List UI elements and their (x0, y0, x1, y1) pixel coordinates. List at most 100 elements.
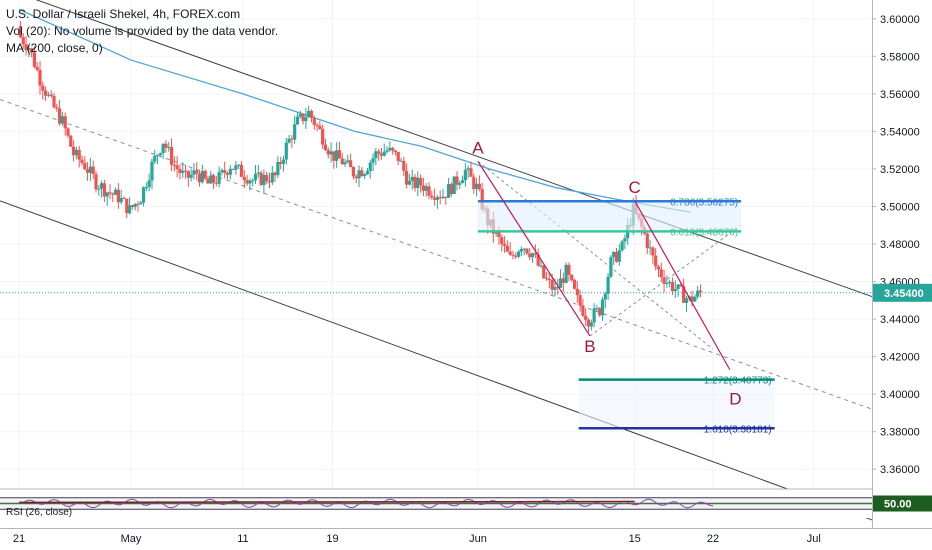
candle-body (612, 251, 616, 258)
candle-body (670, 282, 675, 292)
candle-body (519, 248, 523, 252)
candle-body (164, 143, 168, 148)
candle-body (421, 185, 426, 191)
candle-body (354, 176, 358, 179)
candle-body (102, 183, 106, 197)
candle-body (620, 241, 624, 251)
candle-body (589, 322, 593, 327)
candle-body (281, 159, 286, 164)
candle-body (407, 180, 412, 185)
candle-body (158, 153, 162, 156)
time-tick-label: 21 (13, 533, 25, 545)
wave-label-c: C (629, 178, 641, 197)
candle-body (351, 167, 356, 177)
candle-body (228, 168, 232, 175)
candle-body (682, 286, 686, 303)
candle-body (41, 85, 45, 91)
wave-label-b: B (584, 337, 595, 356)
candle-body (444, 196, 448, 198)
candle-body (220, 170, 224, 173)
fib-label: 1.272(3.40773) (704, 376, 772, 387)
price-tick-label: 3.36000 (880, 464, 920, 476)
candle-body (211, 175, 216, 183)
legend-symbol[interactable]: U.S. Dollar / Israeli Shekel, 4h, FOREX.… (6, 7, 241, 21)
price-tick-label: 3.38000 (880, 427, 920, 439)
candle-body (388, 147, 392, 151)
candle-body (83, 163, 87, 170)
candle-body (329, 151, 333, 155)
candle-body (525, 248, 529, 254)
price-tick-label: 3.54000 (880, 126, 920, 138)
candle-body (654, 255, 658, 267)
candle-body (676, 284, 680, 290)
candle-body (477, 183, 481, 190)
wave-guide-line (589, 224, 742, 337)
candle-body (326, 150, 330, 155)
candle-body (698, 290, 703, 293)
candle-body (665, 282, 669, 284)
candle-body (127, 205, 132, 214)
candle-body (558, 278, 563, 288)
candle-body (539, 265, 543, 267)
candle-body (301, 113, 305, 122)
candle-body (273, 172, 277, 176)
legend-volume[interactable]: Vol (20): No volume is provided by the d… (6, 24, 279, 38)
candle-body (153, 155, 157, 162)
candle-body (455, 176, 459, 185)
candle-body (276, 161, 280, 176)
candle-body (111, 193, 115, 195)
candle-body (662, 277, 666, 284)
candle-body (304, 117, 308, 122)
candle-body (449, 184, 453, 194)
candle-body (424, 186, 428, 191)
candle-body (312, 117, 316, 125)
candle-body (141, 187, 146, 203)
candle-body (256, 172, 260, 174)
candle-body (77, 149, 81, 160)
candle-body (337, 150, 342, 159)
candle-body (500, 237, 504, 245)
rsi-label: RSI (26, close) (6, 507, 72, 518)
candle-body (516, 251, 521, 257)
candle-body (74, 149, 78, 156)
rsi-trendline (19, 501, 478, 504)
candle-body (460, 180, 465, 184)
candle-body (21, 37, 25, 45)
price-axis: 3.60000 3.58000 3.56000 3.54000 3.52000 3.500… (872, 14, 920, 476)
candle-body (427, 186, 431, 196)
candle-body (49, 94, 53, 96)
legend-ma[interactable]: MA (200, close, 0) (6, 41, 103, 55)
candle-body (533, 253, 537, 255)
candle-body (502, 244, 507, 246)
candle-body (578, 295, 582, 306)
candle-body (575, 288, 579, 296)
candle-body (200, 170, 204, 183)
wave-line (634, 200, 731, 371)
candle-body (189, 174, 193, 178)
last-price-label: 3.45400 (884, 288, 924, 300)
candle-body (284, 142, 288, 160)
candle-body (522, 248, 526, 250)
candle-body (530, 253, 535, 258)
candle-body (192, 170, 196, 175)
candle-body (556, 287, 560, 289)
candle-body (133, 203, 137, 208)
time-tick-label: 11 (237, 533, 248, 545)
candle-body (97, 188, 101, 190)
candle-body (27, 48, 31, 50)
candle-body (668, 282, 672, 284)
candle-body (581, 305, 585, 316)
candle-body (360, 170, 364, 177)
candle-body (203, 170, 207, 179)
candle-body (161, 143, 165, 154)
candle-body (94, 174, 98, 190)
candle-body (452, 176, 456, 194)
candle-body (673, 289, 677, 292)
price-tick-label: 3.56000 (880, 89, 920, 101)
price-tick-label: 3.52000 (880, 164, 920, 176)
candle-body (511, 254, 515, 256)
candle-body (696, 290, 700, 297)
candle-body (108, 192, 112, 194)
candle-body (497, 231, 501, 238)
